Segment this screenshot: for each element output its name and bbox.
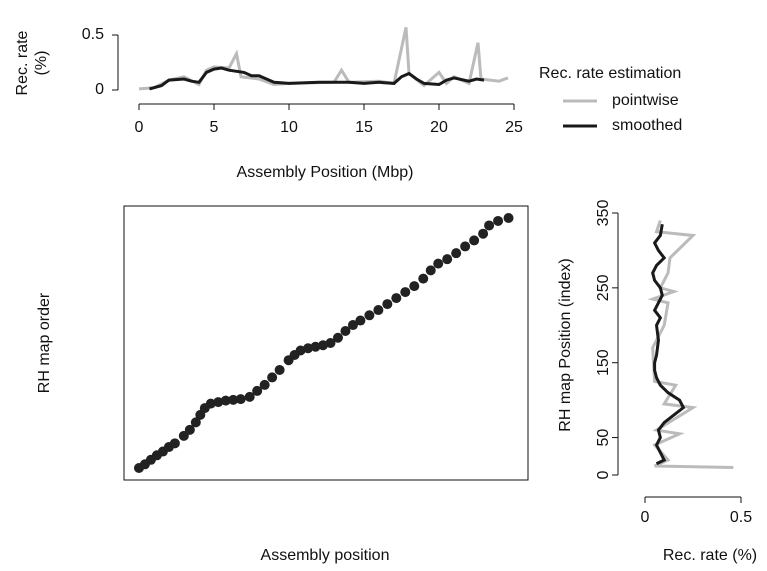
x-tick-label: 0 (135, 119, 144, 136)
x-tick-label: 0 (641, 509, 650, 526)
scatter-point (484, 220, 495, 231)
scatter-point (213, 397, 224, 408)
y-axis-title: RH map Position (index) (557, 258, 574, 431)
scatter-point (190, 417, 201, 428)
y-axis-title: (%) (33, 51, 50, 76)
legend-label: smoothed (612, 117, 682, 134)
scatter-point (433, 258, 444, 269)
x-axis-title: Assembly Position (Mbp) (237, 164, 414, 181)
x-tick-label: 25 (505, 119, 523, 136)
legend-title: Rec. rate estimation (539, 65, 681, 82)
scatter-point (205, 398, 216, 409)
x-axis-title: Assembly position (261, 547, 390, 564)
scatter-point (169, 438, 180, 449)
scatter-point (493, 215, 504, 226)
scatter-point (391, 293, 402, 304)
scatter-point (373, 305, 384, 316)
series-line (651, 223, 686, 466)
scatter-point (235, 394, 246, 405)
scatter-point (332, 332, 343, 343)
y-axis-title: RH map order (36, 292, 53, 393)
x-tick-label: 20 (430, 119, 448, 136)
scatter-point (355, 315, 366, 326)
scatter-point (347, 320, 358, 331)
scatter-point (303, 343, 314, 354)
scatter-point (244, 391, 255, 402)
legend-label: pointwise (612, 92, 679, 109)
scatter-point (310, 341, 321, 352)
y-tick-label: 250 (595, 274, 612, 301)
scatter-point (503, 212, 514, 223)
scatter-point (382, 299, 393, 310)
series-line (647, 220, 734, 470)
x-tick-label: 0.5 (730, 509, 752, 526)
scatter-point (259, 379, 270, 390)
scatter-point (400, 287, 411, 298)
plot-frame (123, 205, 529, 481)
y-tick-label: 0 (595, 470, 612, 479)
y-tick-label: 50 (595, 429, 612, 447)
scatter-point (364, 310, 375, 321)
scatter-point (184, 424, 195, 435)
scatter-point (228, 394, 239, 405)
scatter-point (460, 241, 471, 252)
scatter-point (325, 338, 336, 348)
y-tick-label: 0.5 (82, 26, 104, 43)
y-tick-label: 150 (595, 349, 612, 376)
scatter-point (252, 385, 263, 396)
scatter-point (442, 254, 453, 265)
x-tick-label: 15 (355, 119, 373, 136)
scatter-point (469, 235, 480, 246)
scatter-point (274, 364, 285, 375)
scatter-point (478, 228, 489, 239)
x-axis-title: Rec. rate (%) (663, 547, 757, 564)
scatter-point (409, 281, 420, 292)
x-tick-label: 5 (210, 119, 219, 136)
y-tick-label: 0 (95, 81, 104, 98)
scatter-point (418, 273, 429, 284)
x-tick-label: 10 (280, 119, 298, 136)
scatter-point (425, 265, 436, 276)
y-axis-title: Rec. rate (14, 30, 31, 95)
scatter-point (220, 395, 231, 406)
y-tick-label: 350 (595, 200, 612, 227)
scatter-point (451, 248, 462, 259)
scatter-point (267, 372, 278, 383)
series-line (149, 66, 485, 91)
scatter-point (340, 326, 351, 337)
